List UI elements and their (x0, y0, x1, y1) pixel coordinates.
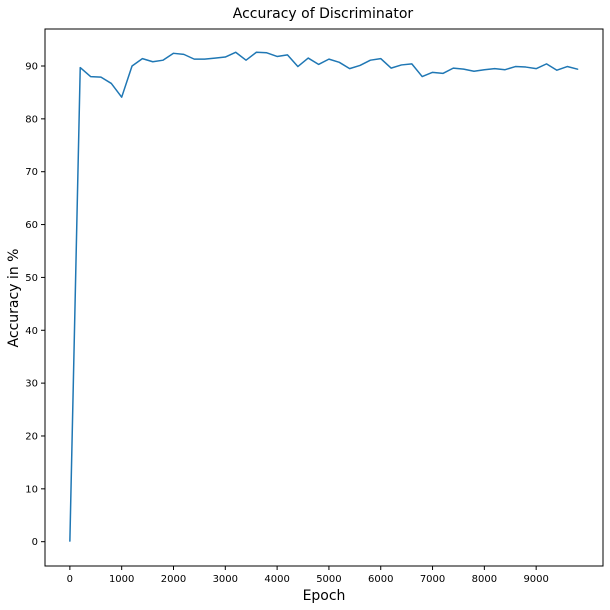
y-tick-label: 80 (25, 114, 38, 125)
x-tick-label: 8000 (472, 574, 497, 585)
x-tick-label: 6000 (368, 574, 393, 585)
axes-frame (44, 28, 604, 567)
accuracy-series-line (69, 51, 579, 542)
y-tick-label: 50 (25, 273, 38, 284)
y-axis: 0 10 20 30 40 50 60 70 80 90 (25, 61, 45, 548)
y-tick-label: 10 (25, 484, 38, 495)
x-tick-label: 9000 (523, 574, 548, 585)
x-tick-label: 4000 (264, 574, 289, 585)
y-tick-label: 0 (32, 537, 38, 548)
chart-title: Accuracy of Discriminator (233, 6, 414, 22)
x-tick-label: 0 (67, 574, 73, 585)
x-tick-label: 2000 (161, 574, 186, 585)
y-tick-label: 90 (25, 61, 38, 72)
x-axis: 0 1000 2000 3000 4000 5000 6000 7000 8000 9000 (67, 566, 549, 585)
x-axis-label: Epoch (303, 588, 346, 604)
plot-area (69, 51, 579, 542)
x-tick-label: 7000 (420, 574, 445, 585)
x-tick-label: 5000 (316, 574, 341, 585)
y-tick-label: 60 (25, 220, 38, 231)
y-tick-label: 30 (25, 379, 38, 390)
x-tick-label: 1000 (109, 574, 134, 585)
y-axis-label: Accuracy in % (6, 249, 22, 348)
y-tick-label: 40 (25, 326, 38, 337)
x-tick-label: 3000 (213, 574, 238, 585)
y-tick-label: 70 (25, 167, 38, 178)
y-tick-label: 20 (25, 431, 38, 442)
